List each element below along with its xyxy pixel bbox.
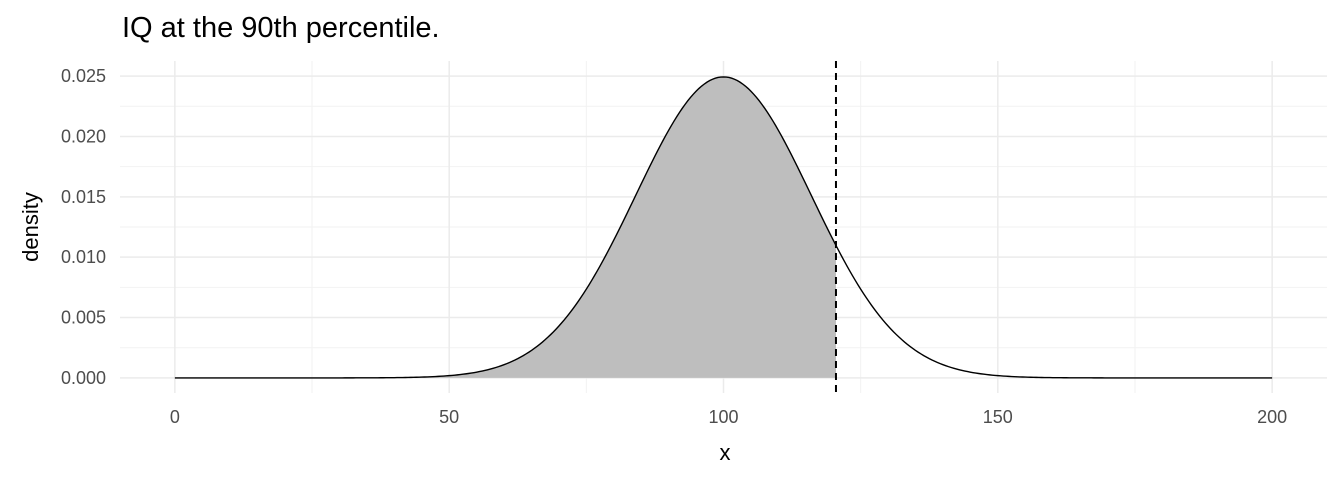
y-tick-label: 0.010 — [61, 247, 106, 267]
x-tick-label: 0 — [170, 407, 180, 427]
y-tick-label: 0.000 — [61, 368, 106, 388]
x-tick-label: 100 — [708, 407, 738, 427]
shaded-area — [174, 76, 836, 378]
x-tick-label: 150 — [983, 407, 1013, 427]
y-tick-label: 0.015 — [61, 187, 106, 207]
chart-title: IQ at the 90th percentile. — [122, 12, 440, 44]
x-axis-title: x — [720, 440, 731, 465]
y-axis-title: density — [18, 192, 43, 262]
y-tick-label: 0.020 — [61, 126, 106, 146]
density-curve — [174, 76, 1273, 379]
x-tick-labels: 0 50 100 150 200 — [170, 407, 1287, 427]
y-tick-label: 0.005 — [61, 308, 106, 328]
x-tick-label: 200 — [1257, 407, 1287, 427]
y-tick-label: 0.025 — [61, 66, 106, 86]
x-tick-label: 50 — [439, 407, 459, 427]
y-tick-labels: 0.000 0.005 0.010 0.015 0.020 0.025 — [61, 66, 106, 388]
